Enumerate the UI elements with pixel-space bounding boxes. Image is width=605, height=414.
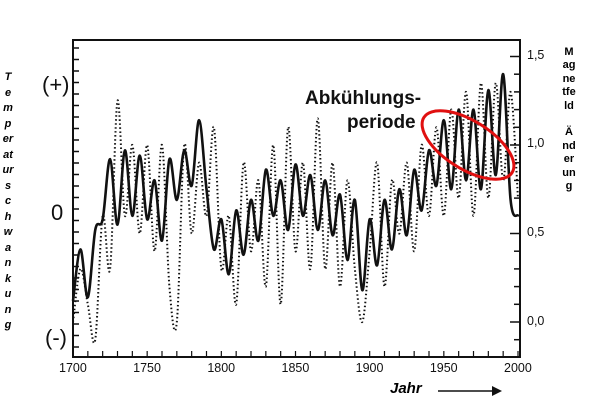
x-tick-label: 1750 — [133, 361, 161, 375]
series-dotted-line — [72, 82, 519, 344]
y-left-tick-zero: 0 — [51, 200, 64, 225]
x-tick-label: 1950 — [429, 361, 458, 375]
series-solid-line — [71, 72, 520, 301]
annotation-line1: Abkühlungs- — [305, 88, 422, 109]
x-tick-label: 1900 — [355, 361, 384, 375]
x-tick-label: 1800 — [207, 361, 236, 375]
x-tick-label: 2000 — [504, 361, 532, 375]
y-left-tick-plus: (+) — [42, 72, 70, 97]
y-left-tick-minus: (-) — [45, 325, 67, 350]
y-left-axis-label: Temperaturschwankung — [2, 71, 14, 331]
plot-frame — [72, 39, 521, 358]
jahr-arrow — [438, 386, 502, 396]
highlight-ellipse — [420, 109, 516, 181]
x-tick-label: 1850 — [281, 361, 310, 375]
y-right-tick: 1,5 — [527, 48, 545, 62]
axis-ticks — [72, 47, 520, 357]
x-tick-label: 1700 — [59, 361, 87, 375]
y-right-tick: 0,5 — [527, 225, 545, 239]
y-right-tick: 1,0 — [527, 136, 545, 150]
y-right-axis-label: Magnetfeld Änderung — [562, 46, 576, 193]
annotation-line2: periode — [347, 112, 416, 133]
x-axis-label: Jahr — [390, 380, 422, 397]
y-right-tick: 0,0 — [527, 314, 545, 328]
